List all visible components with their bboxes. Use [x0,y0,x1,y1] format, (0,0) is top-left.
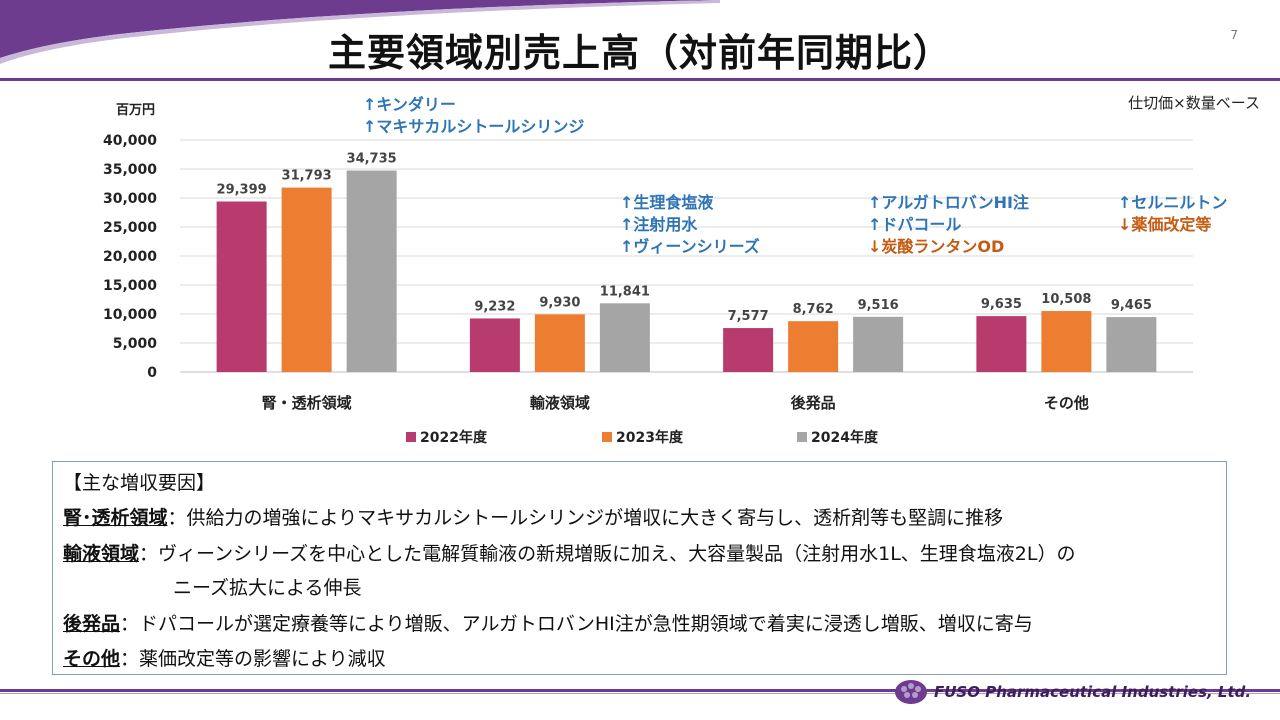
factor-text: ヴィーンシリーズを中心とした電解質輸液の新規増販に加え、大容量製品（注射用水1L… [158,543,1076,565]
factor-label: 輸液領域 [63,543,140,565]
data-label: 34,735 [347,152,397,167]
footer-divider-thin [0,693,1280,694]
title-divider [0,78,1280,81]
y-axis: 0 5,000 10,000 15,000 20,000 25,000 30,000 35,0… [103,103,157,381]
factor-item-infusion: 輸液領域：ヴィーンシリーズを中心とした電解質輸液の新規増販に加え、大容量製品（注… [63,539,1075,566]
data-label: 11,841 [600,284,650,299]
factor-sep: ： [120,648,140,670]
page-number: 7 [1230,28,1238,42]
factor-label: その他 [63,648,121,670]
y-tick-label: 5,000 [113,336,158,352]
annotation-line: ↓薬価改定等 [1118,215,1211,234]
bar [346,170,397,372]
bar [1106,317,1157,372]
data-label: 9,465 [1111,298,1152,313]
factor-sep: ： [120,613,140,635]
factor-sep: ： [139,543,159,565]
company-name: FUSO Pharmaceutical Industries, Ltd. [934,683,1252,701]
annotation-line: ↑セルニルトン [1118,193,1227,212]
category-label: 腎・透析領域 [262,394,352,412]
data-label: 9,232 [474,299,515,314]
factor-sep: ： [167,507,187,529]
footer-divider [0,689,1280,692]
header-swoosh-decoration [0,0,720,64]
factors-heading: 【主な増収要因】 [63,472,216,494]
y-tick-label: 30,000 [103,191,157,207]
annotation-line: ↑注射用水 [620,215,698,234]
bar [976,316,1027,372]
annotation-line: ↑キンダリー [363,95,456,114]
data-label: 10,508 [1041,292,1091,307]
annotation-line: ↑アルガトロバンHI注 [868,193,1029,212]
pricing-basis-note: 仕切価×数量ベース [1128,94,1260,112]
legend-label: 2024年度 [811,429,879,446]
annotation-line: ↑ヴィーンシリーズ [620,237,760,256]
legend-swatch [602,432,612,442]
chart-legend: 2022年度 2023年度 2024年度 [406,429,879,446]
annotation-line: ↑ドパコール [868,215,961,234]
chart-gridlines [180,139,1193,373]
legend-label: 2023年度 [616,429,684,446]
y-tick-label: 20,000 [103,249,157,265]
y-tick-label: 35,000 [103,162,157,178]
factor-text: 供給力の増強によりマキサカルシトールシリンジが増収に大きく寄与し、透析剤等も堅調… [186,507,1004,529]
annotation-line: ↑生理食塩液 [620,193,714,212]
factor-text: 薬価改定等の影響により減収 [139,648,386,670]
bar [469,318,520,372]
bar [1041,311,1092,372]
legend-swatch [797,432,807,442]
category-label: その他 [1044,394,1089,412]
data-label: 9,516 [858,298,899,313]
y-tick-label: 10,000 [103,307,157,323]
bar [723,328,774,372]
y-tick-label: 40,000 [103,133,157,149]
factor-item-infusion-continued: ニーズ拡大による伸長 [173,577,362,599]
data-label: 8,762 [793,302,834,317]
category-label: 後発品 [790,394,836,412]
factor-item-other: その他：薬価改定等の影響により減収 [63,644,386,671]
data-label: 9,635 [981,297,1022,312]
bar [216,201,267,372]
bar [534,314,585,372]
factor-text: ドパコールが選定療養等により増販、アルガトロバンHI注が急性期領域で着実に浸透し… [139,613,1033,635]
legend-swatch [406,432,416,442]
data-label: 7,577 [728,309,769,324]
category-axis: 腎・透析領域 輸液領域 後発品 その他 [262,394,1089,412]
y-tick-label: 25,000 [103,220,157,236]
factor-label: 後発品 [63,613,121,635]
bar [853,316,904,372]
company-logo [895,680,927,704]
legend-label: 2022年度 [420,429,488,446]
factor-item-generics: 後発品：ドパコールが選定療養等により増販、アルガトロバンHI注が急性期領域で着実… [63,609,1033,636]
sales-bar-chart: 0 5,000 10,000 15,000 20,000 25,000 30,000 35,0… [103,95,1227,446]
category-label: 輸液領域 [530,394,590,412]
bar [281,187,332,372]
data-label: 29,399 [217,182,267,197]
factor-label: 腎･透析領域 [63,507,168,529]
y-tick-label: 15,000 [103,278,157,294]
y-tick-label: 0 [147,365,157,381]
factor-item-dialysis: 腎･透析領域：供給力の増強によりマキサカルシトールシリンジが増収に大きく寄与し、… [63,503,1003,530]
annotation-line: ↓炭酸ランタンOD [868,237,1004,256]
bar [599,303,650,372]
chart-bars: 29,399 31,793 34,735 9,232 9,930 11,841 7,577 8… [217,152,1157,372]
growth-factors-box: 【主な増収要因】 腎･透析領域：供給力の増強によりマキサカルシトールシリンジが増… [52,461,1227,675]
chart-annotations: ↑キンダリー ↑マキサカルシトールシリンジ ↑生理食塩液 ↑注射用水 ↑ヴィーンシリーズ… [363,95,1227,256]
y-axis-unit: 百万円 [116,103,155,118]
data-label: 31,793 [282,169,332,184]
bar [788,321,839,372]
annotation-line: ↑マキサカルシトールシリンジ [363,117,584,136]
data-label: 9,930 [539,295,580,310]
page-title: 主要領域別売上高（対前年同期比） [327,31,952,75]
